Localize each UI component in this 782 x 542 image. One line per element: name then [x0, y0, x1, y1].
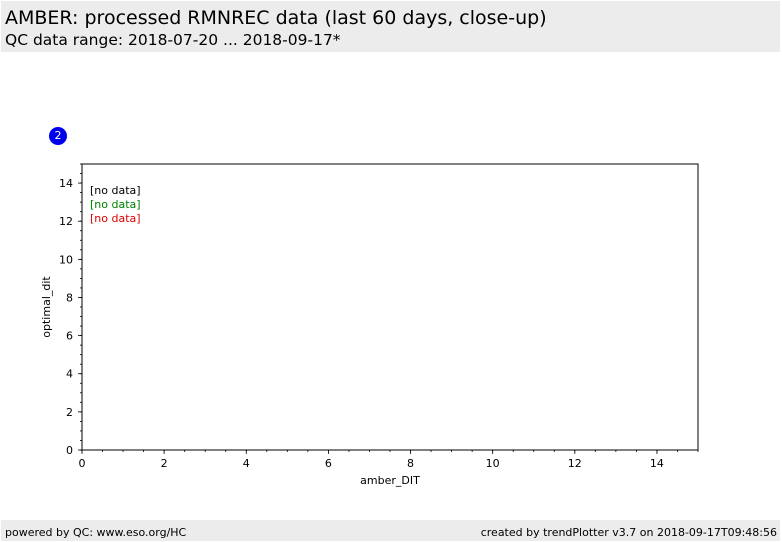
page-title: AMBER: processed RMNREC data (last 60 da…	[5, 7, 547, 29]
y-tick-label: 2	[66, 406, 73, 419]
footer-bar: powered by QC: www.eso.org/HC created by…	[1, 520, 780, 541]
legend: [no data][no data][no data]	[90, 184, 141, 225]
y-tick-label: 0	[66, 444, 73, 457]
legend-entry: [no data]	[90, 184, 141, 197]
footer-generator: created by trendPlotter v3.7 on 2018-09-…	[480, 526, 777, 539]
x-tick-label: 0	[79, 457, 86, 470]
plot-frame	[81, 163, 699, 451]
y-tick-label: 4	[66, 368, 73, 381]
footer-credit: powered by QC: www.eso.org/HC	[5, 526, 187, 539]
legend-entry: [no data]	[90, 212, 141, 225]
x-tick-label: 10	[486, 457, 500, 470]
legend-entry: [no data]	[90, 198, 141, 211]
x-tick-label: 12	[568, 457, 582, 470]
y-axis: 0 2 4 6 8 10 12 14	[59, 163, 82, 457]
x-tick-label: 6	[325, 457, 332, 470]
y-tick-label: 10	[59, 253, 73, 266]
x-tick-label: 14	[650, 457, 664, 470]
y-tick-label: 8	[66, 291, 73, 304]
x-tick-label: 2	[161, 457, 168, 470]
y-tick-label: 12	[59, 215, 73, 228]
x-tick-label: 8	[407, 457, 414, 470]
x-axis: 0 2 4 6 8 10 12 14	[79, 450, 699, 470]
x-axis-label: amber_DIT	[360, 474, 420, 487]
plot-number-badge: 2	[49, 127, 67, 145]
y-tick-label: 14	[59, 177, 73, 190]
page-subtitle: QC data range: 2018-07-20 ... 2018-09-17…	[5, 31, 341, 49]
header-bar: AMBER: processed RMNREC data (last 60 da…	[1, 1, 780, 52]
x-tick-label: 4	[243, 457, 250, 470]
y-tick-label: 6	[66, 330, 73, 343]
y-axis-label: optimal_dit	[40, 276, 53, 338]
